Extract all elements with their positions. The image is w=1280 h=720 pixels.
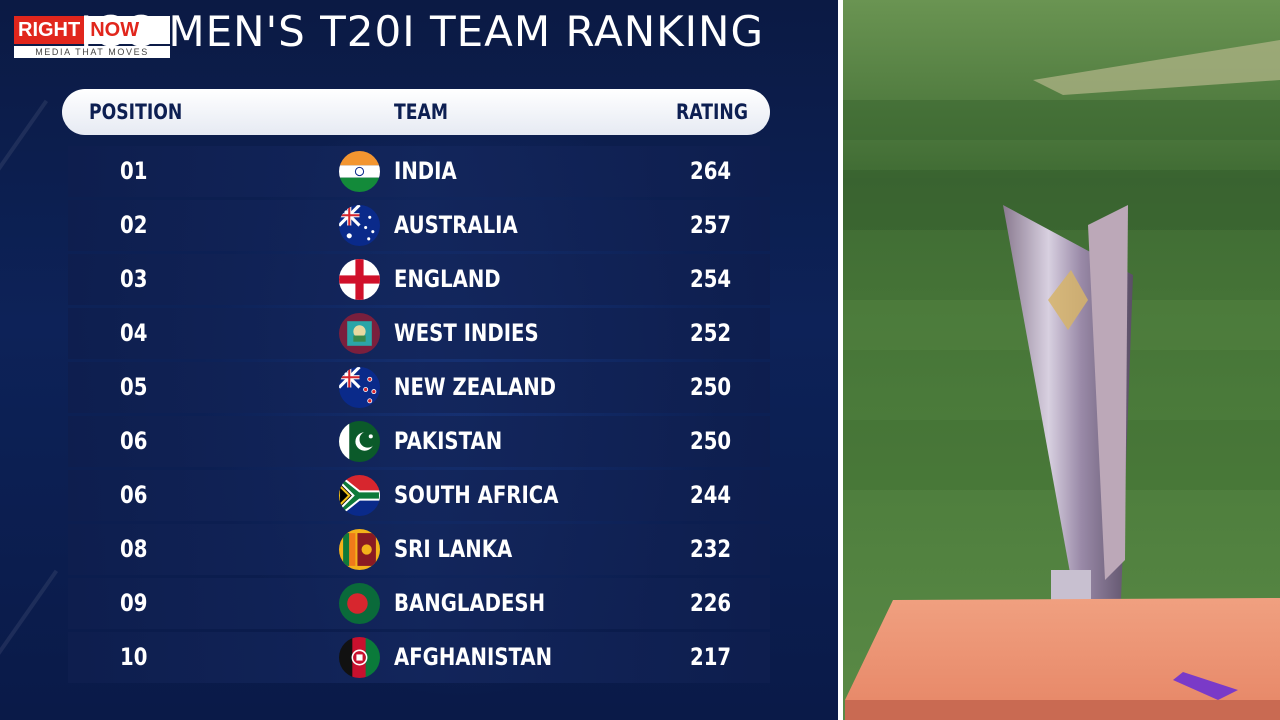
position-cell: 01 [120,157,148,185]
position-cell: 06 [120,481,148,509]
table-header: POSITION TEAM RATING [62,89,770,135]
table-row: 01 INDIA 264 [68,146,770,197]
ranking-panel: ICC MEN'S T20I TEAM RANKING RIGHT NOW ME… [0,0,838,720]
rating-cell: 264 [690,157,732,185]
team-cell: WEST INDIES [394,319,539,347]
england-flag-icon [339,259,380,300]
rating-cell: 226 [690,589,732,617]
west-indies-flag-icon [339,313,380,354]
page-title: ICC MEN'S T20I TEAM RANKING [80,7,765,56]
header-position: POSITION [89,100,183,124]
logo-word-now: NOW [84,16,170,44]
sri-lanka-flag-icon [339,529,380,570]
afghanistan-flag-icon [339,637,380,678]
header-team: TEAM [394,100,448,124]
team-cell: PAKISTAN [394,427,503,455]
rating-cell: 244 [690,481,732,509]
south-africa-flag-icon [339,475,380,516]
ranking-table: 01 INDIA 264 02 [68,146,770,683]
team-cell: AUSTRALIA [394,211,518,239]
table-row: 06 PAKISTAN 250 [68,416,770,467]
position-cell: 08 [120,535,148,563]
table-row: 08 SRI LANKA 232 [68,524,770,575]
position-cell: 10 [120,643,148,671]
pakistan-flag-icon [339,421,380,462]
position-cell: 02 [120,211,148,239]
team-cell: SRI LANKA [394,535,513,563]
team-cell: INDIA [394,157,457,185]
rating-cell: 250 [690,373,732,401]
table-row: 03 ENGLAND 254 [68,254,770,305]
new-zealand-flag-icon [339,367,380,408]
table-row: 09 BANGLADESH 226 [68,578,770,629]
panel-divider [838,0,843,720]
rating-cell: 257 [690,211,732,239]
position-cell: 03 [120,265,148,293]
header-rating: RATING [676,100,748,124]
logo-tagline: MEDIA THAT MOVES [14,46,170,58]
team-cell: BANGLADESH [394,589,546,617]
bangladesh-flag-icon [339,583,380,624]
background-streak [0,569,59,671]
rating-cell: 252 [690,319,732,347]
position-cell: 06 [120,427,148,455]
trophy-image [843,0,1280,720]
position-cell: 05 [120,373,148,401]
rating-cell: 217 [690,643,732,671]
rating-cell: 250 [690,427,732,455]
india-flag-icon [339,151,380,192]
table-row: 02 AUSTRALIA 257 [68,200,770,251]
team-cell: NEW ZEALAND [394,373,557,401]
team-cell: AFGHANISTAN [394,643,553,671]
table-row: 05 NEW ZEALAND 250 [68,362,770,413]
table-row: 06 SOUTH AFRICA 244 [68,470,770,521]
trophy-photo [843,0,1280,720]
rating-cell: 254 [690,265,732,293]
brand-logo: RIGHT NOW MEDIA THAT MOVES [14,16,170,60]
background-streak [0,99,49,201]
team-cell: ENGLAND [394,265,501,293]
team-cell: SOUTH AFRICA [394,481,559,509]
rating-cell: 232 [690,535,732,563]
table-row: 10 AFGHANISTAN 217 [68,632,770,683]
logo-word-right: RIGHT [14,16,85,44]
table-row: 04 WEST INDIES 252 [68,308,770,359]
position-cell: 09 [120,589,148,617]
australia-flag-icon [339,205,380,246]
position-cell: 04 [120,319,148,347]
